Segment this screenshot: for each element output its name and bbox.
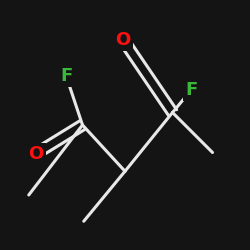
Text: F: F (60, 67, 72, 85)
Text: O: O (116, 31, 131, 49)
Text: O: O (28, 145, 44, 163)
Text: F: F (185, 81, 198, 99)
